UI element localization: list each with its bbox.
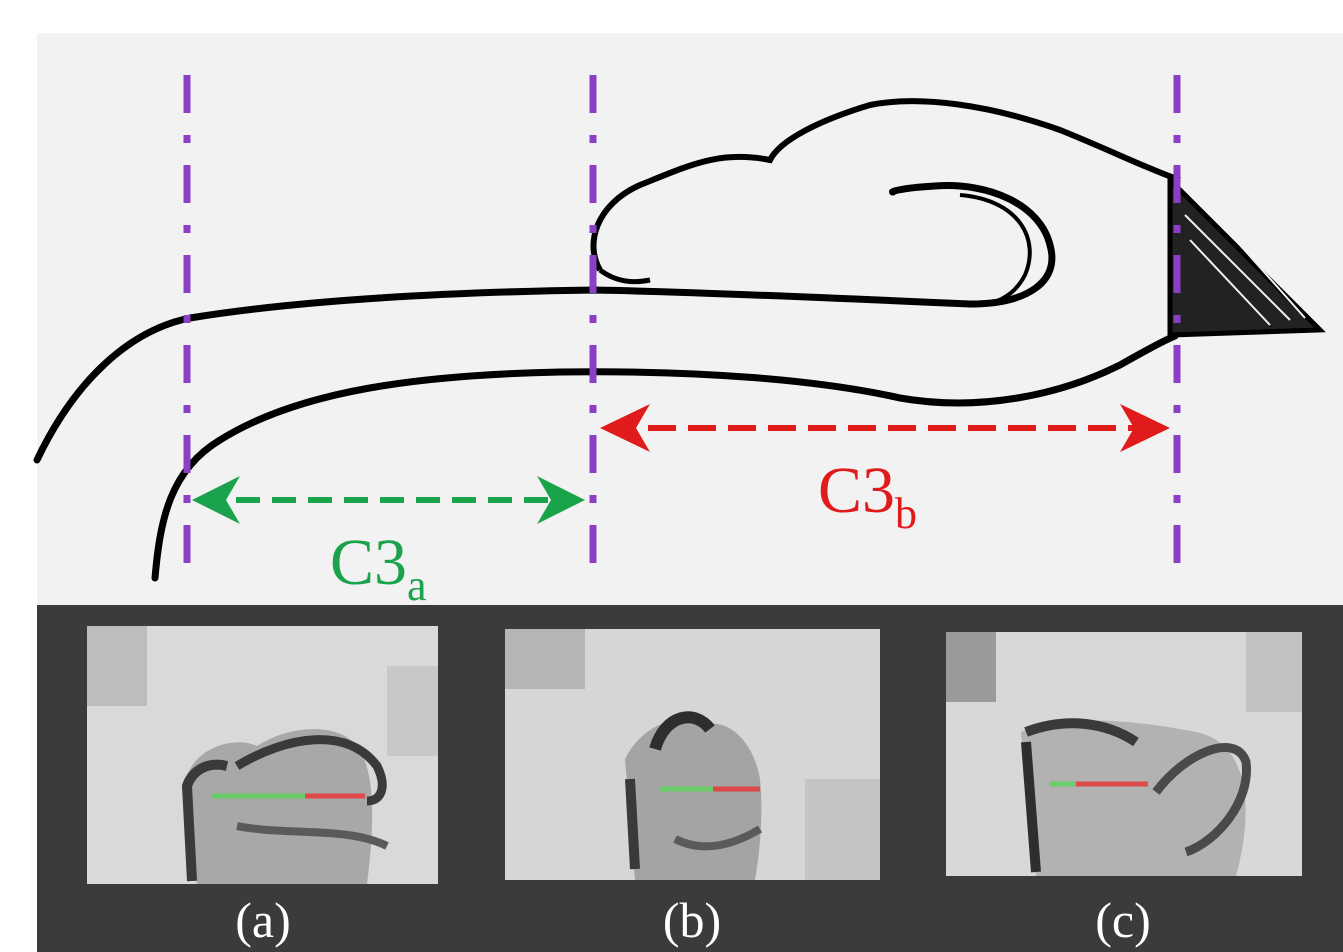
hippocampus-head-lower <box>598 267 651 285</box>
c3b-arrow-head-right <box>1120 404 1170 452</box>
hippocampus-diagram: C3a C3b <box>33 75 1326 610</box>
mri-image-a <box>87 626 438 884</box>
hippocampus-lower-contour <box>151 332 1179 582</box>
c3a-label: C3a <box>330 526 427 610</box>
caption-a: (a) <box>235 892 291 948</box>
caption-c: (c) <box>1095 892 1151 948</box>
c3b-arrow-head-left <box>600 404 650 452</box>
c3a-arrow-head-right <box>537 476 585 524</box>
c3a-arrow-head-left <box>192 476 240 524</box>
hippocampus-tip-hatching <box>1184 199 1306 326</box>
c3b-label-main: C3 <box>818 454 895 527</box>
caption-b: (b) <box>662 892 722 948</box>
hippocampus-drawing-panel <box>37 33 1343 605</box>
c3a-label-sub: a <box>407 561 427 610</box>
hippocampus-tail-tip <box>1167 173 1326 338</box>
mri-image-b <box>505 629 880 880</box>
c3b-label: C3b <box>818 454 917 538</box>
hippocampus-inner-curl <box>959 193 1032 305</box>
mri-image-c <box>946 632 1302 876</box>
hippocampus-head-contour <box>590 98 1181 272</box>
c3a-label-main: C3 <box>330 526 407 599</box>
c3b-label-sub: b <box>895 489 917 538</box>
